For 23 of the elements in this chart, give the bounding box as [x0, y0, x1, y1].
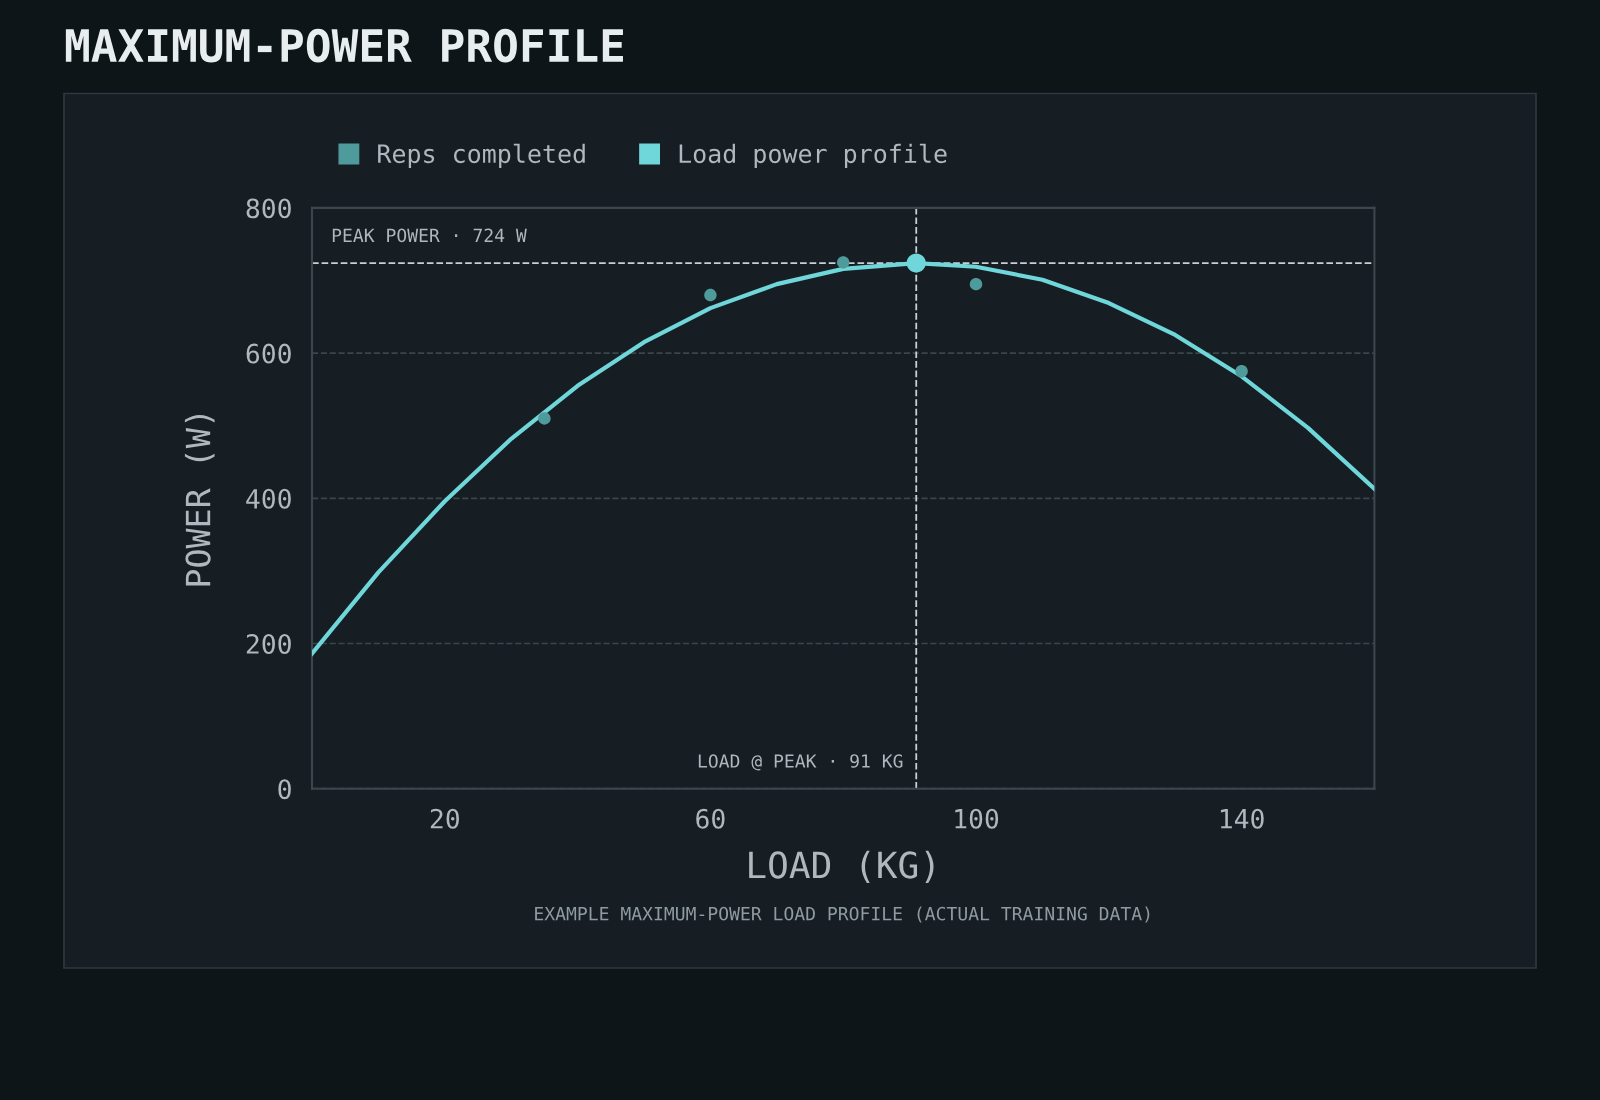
point	[538, 412, 551, 425]
point	[906, 253, 926, 273]
point	[1235, 365, 1248, 378]
y-axis-title: POWER (W)	[184, 414, 215, 586]
ref-line-label: LOAD @ PEAK · 91 KG	[698, 754, 903, 771]
ref-line-label: PEAK POWER · 724 W	[332, 228, 527, 243]
point	[969, 277, 983, 291]
point	[704, 288, 717, 302]
y-tick-label: 200	[246, 634, 291, 654]
y-tick-label: 400	[246, 488, 291, 509]
x-tick-label: 100	[955, 808, 999, 829]
x-tick-label: 60	[696, 808, 725, 829]
y-tick-label: 800	[246, 198, 291, 219]
legend-label: Reps completed	[378, 143, 585, 168]
y-tick-label: 600	[246, 343, 291, 364]
x-tick-label: 20	[430, 808, 459, 829]
text: EXAMPLE MAXIMUM-POWER LOAD PROFILE (ACTUAL TRAINING DATA)	[535, 906, 1150, 923]
chart-title: MAXIMUM-POWER PROFILE	[65, 28, 623, 63]
x-tick-label: 140	[1220, 808, 1264, 829]
point	[836, 256, 850, 269]
legend-label: Load power profile	[679, 143, 947, 168]
x-axis-title: LOAD (KG)	[749, 850, 934, 883]
y-tick-label: 0	[278, 779, 291, 800]
